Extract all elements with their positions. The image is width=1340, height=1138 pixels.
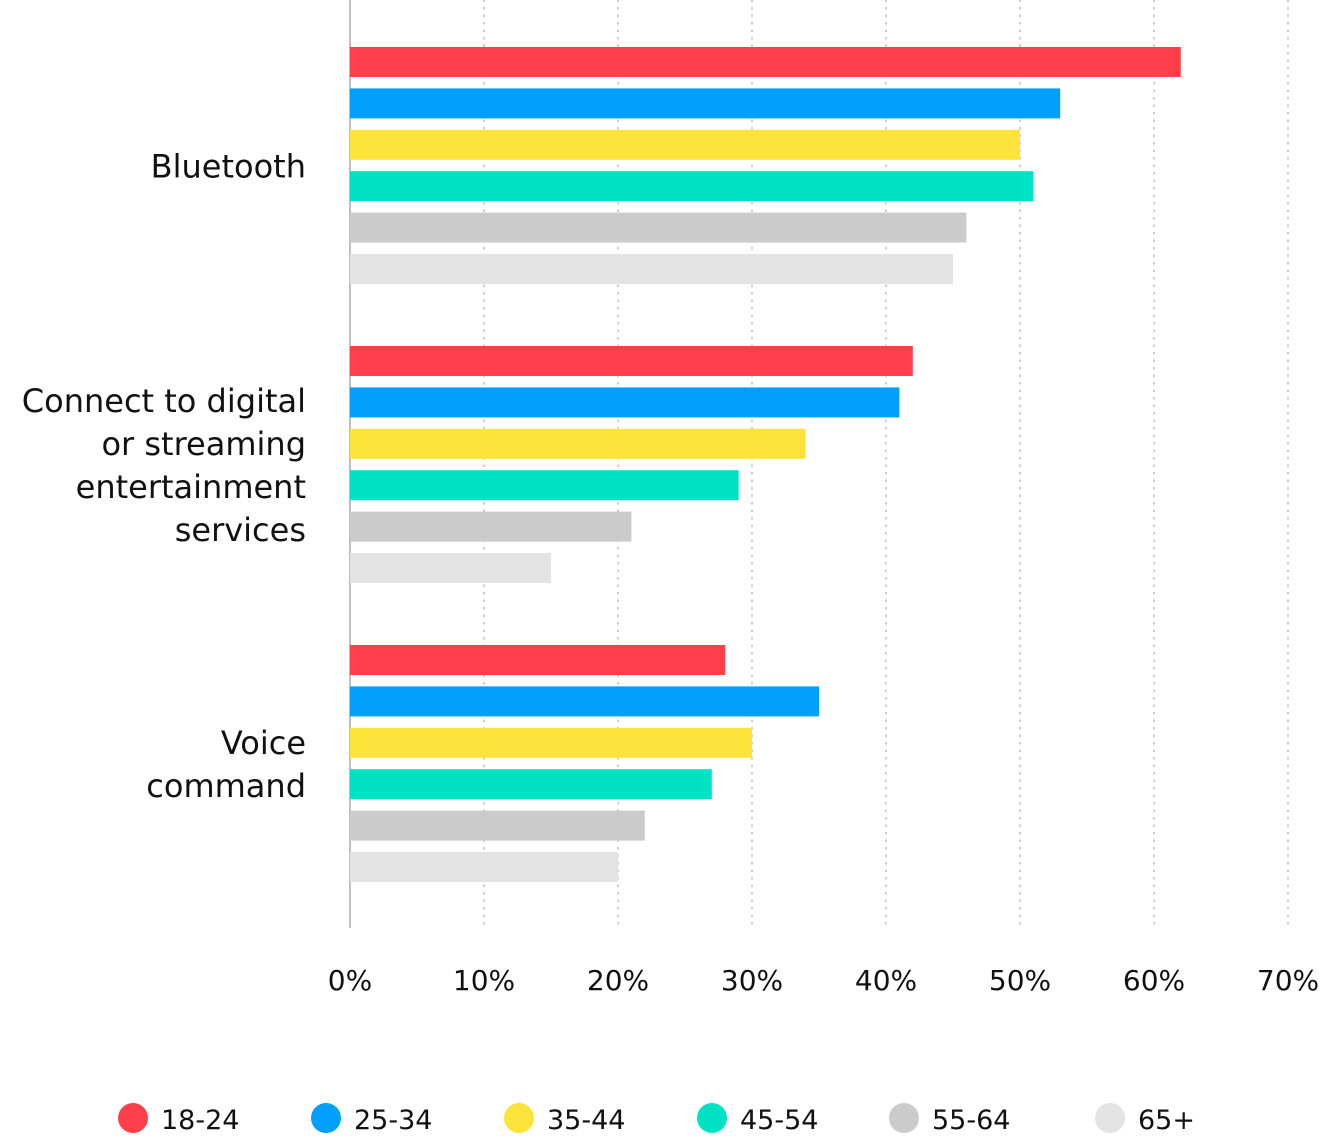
legend-marker-icon bbox=[504, 1103, 534, 1133]
bar-65+ bbox=[350, 553, 551, 583]
category-label: or streaming bbox=[101, 425, 306, 463]
legend-marker-icon bbox=[889, 1103, 919, 1133]
legend-marker-icon bbox=[118, 1103, 148, 1133]
bar-45-54 bbox=[350, 470, 739, 501]
bar-35-44 bbox=[350, 727, 752, 758]
bar-25-34 bbox=[350, 88, 1061, 119]
legend-label: 35-44 bbox=[547, 1105, 625, 1134]
bar-18-24 bbox=[350, 346, 913, 376]
legend-label: 45-54 bbox=[740, 1105, 818, 1134]
bar-18-24 bbox=[350, 47, 1181, 77]
bar-35-44 bbox=[350, 129, 1020, 160]
legend-label: 55-64 bbox=[932, 1105, 1010, 1134]
category-label: command bbox=[146, 767, 306, 805]
x-tick-label: 20% bbox=[587, 964, 649, 997]
bar-55-64 bbox=[350, 212, 967, 243]
x-tick-label: 50% bbox=[989, 964, 1051, 997]
category-label: Bluetooth bbox=[151, 148, 306, 186]
bar-18-24 bbox=[350, 645, 726, 675]
category-label: Connect to digital bbox=[22, 382, 306, 420]
bar-65+ bbox=[350, 254, 953, 284]
bar-35-44 bbox=[350, 428, 806, 459]
bar-65+ bbox=[350, 852, 618, 882]
x-tick-label: 30% bbox=[721, 964, 783, 997]
x-tick-label: 60% bbox=[1123, 964, 1185, 997]
bar-25-34 bbox=[350, 686, 819, 717]
category-label: services bbox=[175, 511, 306, 549]
x-tick-label: 0% bbox=[328, 964, 372, 997]
bar-45-54 bbox=[350, 769, 712, 800]
bar-55-64 bbox=[350, 511, 632, 542]
bar-45-54 bbox=[350, 171, 1034, 202]
legend-marker-icon bbox=[697, 1103, 727, 1133]
legend-label: 65+ bbox=[1138, 1105, 1195, 1134]
bar-55-64 bbox=[350, 810, 645, 841]
category-label: entertainment bbox=[76, 468, 306, 506]
category-label: Voice bbox=[221, 724, 306, 762]
legend-marker-icon bbox=[1095, 1103, 1125, 1133]
legend-label: 18-24 bbox=[161, 1105, 239, 1134]
x-tick-label: 10% bbox=[453, 964, 515, 997]
bar-25-34 bbox=[350, 387, 900, 418]
legend-label: 25-34 bbox=[354, 1105, 432, 1134]
x-tick-label: 70% bbox=[1257, 964, 1319, 997]
legend-marker-icon bbox=[311, 1103, 341, 1133]
x-tick-label: 40% bbox=[855, 964, 917, 997]
